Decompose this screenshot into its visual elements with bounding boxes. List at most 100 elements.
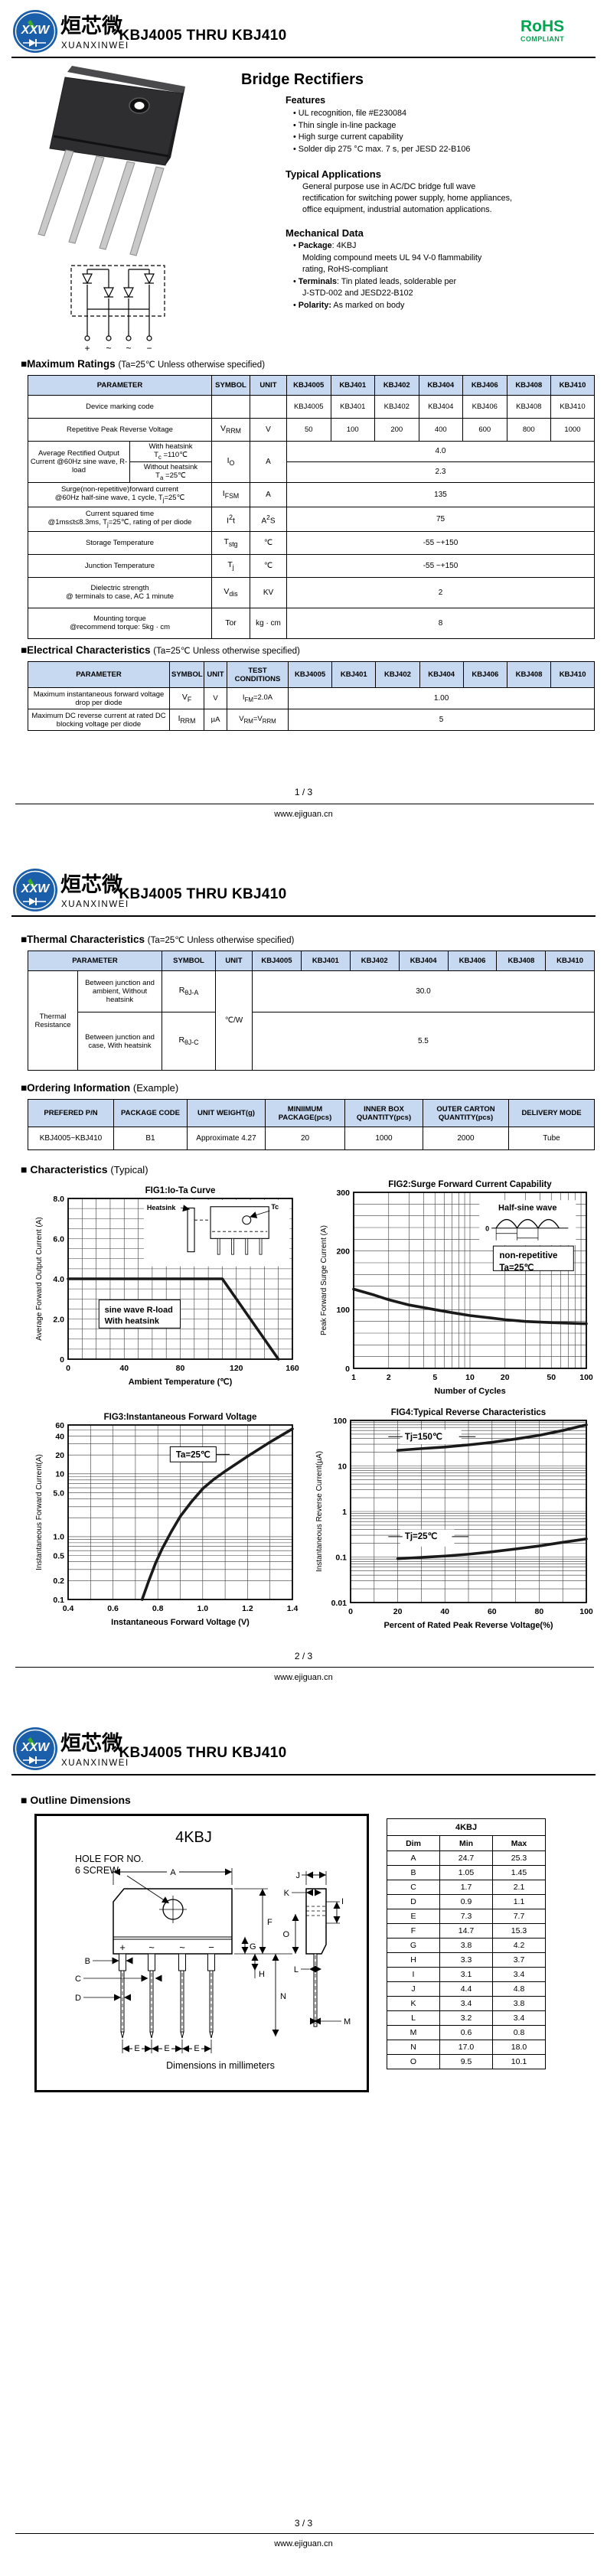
dim-cell: O [387,2054,440,2069]
dim-C: C [75,1974,81,1984]
svg-text:~: ~ [126,343,131,354]
device-header: KBJ404 [419,661,464,688]
cell: KBJ401 [330,395,375,419]
y-axis-label: Instantaneous Reverse Current(µA) [315,1451,324,1572]
y-axis-label: Peak Forward Surge Current (A) [320,1225,328,1335]
device-header: KBJ402 [375,661,420,688]
dim-cell: 1.7 [439,1880,493,1895]
electrical-title: ■Electrical Characteristics (Ta=25℃ Unle… [21,644,300,656]
schematic-diodes [82,273,155,298]
polarity-mark: − [208,1942,214,1953]
inset-heatsink-label: Heatsink [147,1204,177,1211]
fig2-surge-chart: 1 2 5 10 20 50 100 300 200 100 0 FIG2:Surge Forward… [320,1180,593,1396]
dim-cell: 3.8 [491,1996,547,2011]
device-header: KBJ410 [550,661,596,688]
max-ratings-table: PARAMETER SYMBOL UNIT KBJ4005 KBJ401 KBJ402 KB… [28,375,595,639]
dim-L: L [294,1965,299,1974]
x-axis-label: Instantaneous Forward Voltage (V) [111,1618,250,1627]
outline-drawing: 4KBJ HOLE FOR NO.6 SCREW + ~ ~ − A F G H N BC D E E E JK… [75,1829,351,2071]
footer-url[interactable]: www.ejiguan.cn [274,2539,333,2548]
device-header: KBJ410 [545,951,595,971]
annotation: sine wave R-load [105,1306,173,1315]
header-cell: PARAMETER [28,375,212,396]
header-cell: PARAMETER [28,661,170,688]
hole-note: 6 SCREW [75,1865,119,1876]
cell: 600 [462,418,507,442]
header-cell: UNIT WEIGHT(g) [187,1099,266,1127]
series-Io with heatsink [67,1277,280,1361]
cell: -55 ~+150 [286,553,595,578]
dim-cell: 17.0 [439,2040,493,2055]
x-tick: 20 [501,1373,510,1382]
hole-note: HOLE FOR NO. [75,1854,144,1864]
cell: KBJ408 [506,395,551,419]
cell: 100 [330,418,375,442]
device-header: KBJ406 [462,375,507,396]
svg-text:+: + [84,343,90,354]
y-tick: 6.0 [53,1234,64,1244]
header-cell: DELIVERY MODE [508,1099,595,1127]
cell: A [250,481,287,507]
header-cell: SYMBOL [162,951,216,971]
y-tick: 0 [60,1355,64,1365]
device-header: KBJ408 [506,661,552,688]
header-cell: PARAMETER [28,951,162,971]
dim-cell: 24.7 [439,1850,493,1866]
header-cell: OUTER CARTON QUANTITY(pcs) [423,1099,509,1127]
cell: 2000 [423,1127,509,1150]
dim-cell: 7.3 [439,1909,493,1924]
cell: Average Rectified Output Current @60Hz s… [28,441,130,483]
cell: IFM=2.0A [227,687,289,709]
footer-url[interactable]: www.ejiguan.cn [274,810,333,819]
x-axis-label: Percent of Rated Peak Reverse Voltage(%) [383,1621,553,1630]
page-2: XXW 烜芯微 XUANXINWEI KBJ4005 THRU KBJ410 ■… [0,859,607,1717]
dim-cell: H [387,1952,440,1968]
cell: 800 [506,418,551,442]
polarity-mark: ~ [179,1942,185,1953]
mechanical-item-cont: Molding compound meets UL 94 V-0 flammab… [302,253,482,262]
brand-logo: XXW 烜芯微 XUANXINWEI [13,869,128,911]
cell: IFSM [211,481,250,507]
doc-title: KBJ4005 THRU KBJ410 [119,886,287,902]
header-cell: SYMBOL [169,661,204,688]
annotation: Tj=25℃ [405,1531,438,1541]
cell: 1000 [344,1127,423,1150]
annotation: With heatsink [105,1316,160,1325]
mechanical-item: • Package: 4KBJ [293,241,357,250]
dim-cell: 9.5 [439,2054,493,2069]
header-cell: SYMBOL [211,375,250,396]
cell: A2S [250,506,287,532]
header-rule [11,57,596,58]
cell: Vdis [211,576,250,608]
cell: KBJ404 [418,395,463,419]
svg-text:~: ~ [106,343,111,354]
cell: 20 [265,1127,345,1150]
mechanical-item-cont: rating, RoHS-compliant [302,265,388,274]
cell: 5 [287,709,596,731]
cell: 50 [286,418,331,442]
y-tick: 60 [55,1421,64,1430]
features-title: Features [286,95,326,106]
dim-B: B [85,1957,90,1966]
dim-cell: K [387,1996,440,2011]
cell: 4KBJ [386,1818,547,1836]
cell: 200 [374,418,419,442]
cell: kg · cm [250,607,287,639]
annotation: Ta=25℃ [499,1263,534,1273]
outline-title: ■ Outline Dimensions [21,1794,131,1806]
x-tick: 2 [387,1373,391,1382]
inset-zero-label: 0 [485,1225,489,1233]
footer-url[interactable]: www.ejiguan.cn [274,1673,333,1682]
ordering-table: PREFERED P/N PACKAGE CODE UNIT WEIGHT(g) MI… [28,1099,595,1150]
header-rule [11,1774,596,1775]
dim-cell: 0.8 [491,2025,547,2040]
x-tick: 1.0 [197,1604,208,1613]
footer-rule [15,1667,594,1668]
feature-item: • High surge current capability [293,132,403,142]
device-header: KBJ4005 [286,375,331,396]
dim-cell: D [387,1894,440,1909]
series-IFSM [352,1287,588,1325]
x-tick: 160 [286,1364,299,1373]
y-axis-label: Instantaneous Forward Current(A) [35,1454,44,1570]
svg-text:−: − [146,343,152,354]
